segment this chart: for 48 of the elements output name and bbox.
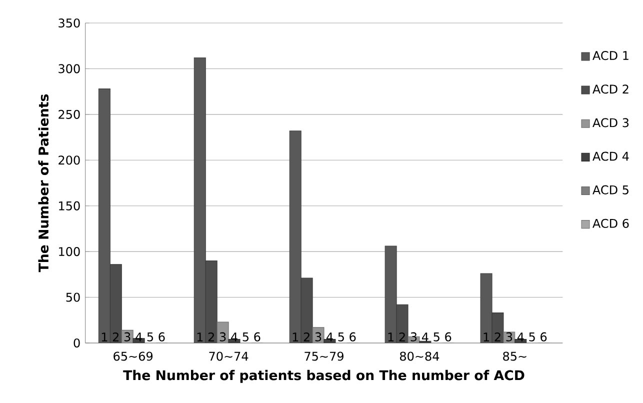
x-tick-label: 80~84: [400, 352, 440, 361]
y-tick-label: 250: [58, 110, 80, 119]
bar: [216, 322, 229, 343]
x-tick-label: 75~79: [304, 352, 344, 361]
annotation: 5: [338, 332, 344, 342]
annotation: 5: [242, 332, 248, 342]
x-tick-label: 65~69: [114, 352, 153, 361]
annotation: 1: [292, 332, 298, 342]
annotation: 5: [529, 332, 535, 342]
annotation: 5: [434, 332, 440, 342]
annotation: 3: [506, 332, 512, 342]
annotation: 3: [124, 332, 130, 342]
annotation: 2: [208, 332, 214, 342]
annotation: 6: [350, 332, 356, 342]
x-axis-title: The Number of patients based on The number of ACD: [123, 370, 524, 383]
annotation: 3: [315, 332, 322, 342]
annotation: 6: [540, 332, 547, 342]
annotation: 3: [220, 332, 226, 342]
legend-label: ACD 5: [592, 185, 628, 194]
annotation: 4: [422, 332, 428, 342]
annotation: 6: [254, 332, 260, 342]
bar: [312, 327, 324, 343]
y-tick-label: 50: [66, 292, 80, 302]
annotation: 2: [112, 332, 119, 342]
annotation: 1: [388, 332, 394, 342]
annotation: 2: [399, 332, 405, 342]
y-tick-label: 350: [58, 18, 80, 28]
y-tick-label: 300: [58, 64, 80, 74]
annotation: 1: [197, 332, 203, 342]
annotation: 6: [445, 332, 452, 342]
annotation: 6: [158, 332, 165, 342]
annotation: 5: [147, 332, 154, 342]
legend-label: ACD 3: [592, 118, 629, 128]
y-tick-label: 200: [58, 156, 80, 165]
annotation: 2: [304, 332, 310, 342]
legend-label: ACD 4: [592, 152, 629, 161]
legend-label: ACD 2: [592, 84, 628, 94]
x-tick-label: 85~: [503, 352, 526, 361]
y-tick-label: 150: [59, 201, 80, 210]
legend-label: ACD 6: [592, 218, 629, 228]
x-tick-label: 70~74: [209, 352, 248, 361]
legend-label: ACD 1: [592, 51, 628, 60]
y-axis-title: The Number of Patients: [38, 94, 49, 272]
annotation: 1: [102, 332, 108, 342]
annotation: 1: [484, 332, 489, 342]
y-tick-label: 100: [59, 247, 80, 256]
annotation: 2: [494, 332, 500, 342]
y-tick-label: 0: [74, 338, 80, 348]
